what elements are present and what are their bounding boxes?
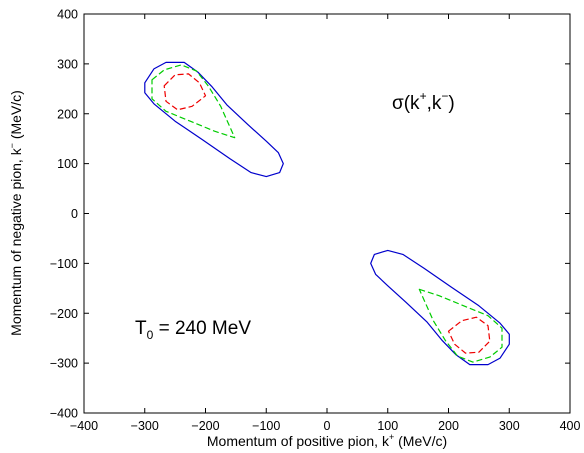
contour-middle [418, 288, 503, 363]
y-tick-labels: −400 −300 −200 −100 0 100 200 300 400 [50, 8, 78, 421]
t0-base: T [135, 318, 147, 339]
y-axis-title-sup: − [7, 143, 17, 148]
x-tick-label: 100 [377, 419, 398, 433]
sigma-annotation: σ(k+,k−) [392, 89, 455, 114]
y-axis-title-unit: (MeV/c) [8, 90, 24, 143]
y-tick-label: −100 [50, 257, 78, 271]
y-tick-label: −400 [50, 407, 78, 421]
contour-inner [447, 316, 491, 354]
y-axis-title: Momentum of negative pion, k− (MeV/c) [7, 90, 24, 336]
y-tick-label: 400 [57, 8, 78, 22]
contour-outer [370, 249, 510, 366]
y-tick-label: 0 [71, 207, 78, 221]
t0-annotation: T0 = 240 MeV [135, 318, 251, 342]
sigma-end: ) [448, 93, 454, 114]
x-tick-label: 200 [438, 419, 459, 433]
axis-ticks [83, 13, 571, 414]
x-tick-label: −300 [131, 419, 159, 433]
y-tick-label: −200 [50, 307, 78, 321]
t0-sub: 0 [147, 328, 154, 342]
y-tick-label: 100 [57, 157, 78, 171]
contour-middle [151, 64, 236, 139]
y-tick-label: 200 [57, 107, 78, 121]
x-axis-title-sup: + [389, 432, 394, 442]
x-tick-label: −400 [70, 419, 98, 433]
contour-outer [144, 61, 284, 178]
x-tick-label: 0 [324, 419, 331, 433]
t0-rest: = 240 MeV [153, 318, 251, 339]
x-tick-label: −100 [252, 419, 280, 433]
x-axis-title-unit: (MeV/c) [394, 433, 447, 449]
plot-frame [83, 13, 571, 414]
sigma-sup-minus: − [441, 89, 448, 103]
x-tick-label: −200 [191, 419, 219, 433]
contour-inner [163, 73, 207, 111]
sigma-sup-plus: + [420, 89, 427, 103]
sigma-base: σ(k [392, 93, 420, 114]
x-axis-title: Momentum of positive pion, k+ (MeV/c) [207, 432, 447, 449]
x-tick-labels: −400 −300 −200 −100 0 100 200 300 400 [70, 419, 581, 433]
y-tick-label: 300 [57, 57, 78, 71]
x-axis-title-text: Momentum of positive pion, k [207, 433, 390, 449]
contour-lines [144, 61, 510, 366]
x-tick-label: 400 [560, 419, 581, 433]
sigma-mid: ,k [427, 93, 442, 114]
y-tick-label: −300 [50, 357, 78, 371]
x-tick-label: 300 [499, 419, 520, 433]
y-axis-title-text: Momentum of negative pion, k [8, 147, 24, 336]
